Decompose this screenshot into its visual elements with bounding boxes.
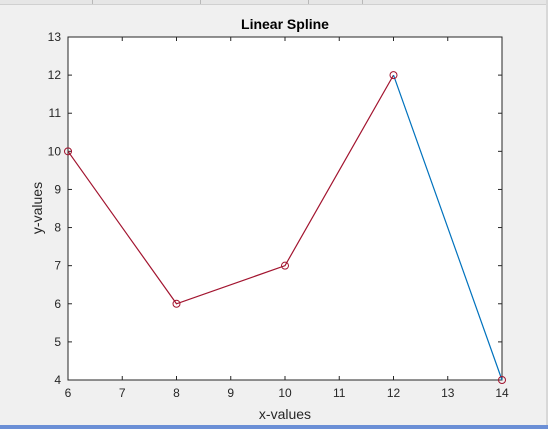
series-line-1 [67, 74, 395, 305]
y-tick-label: 11 [49, 106, 62, 120]
x-tick-label: 7 [119, 386, 126, 400]
y-axis-label: y-values [29, 182, 45, 234]
y-tick-label: 7 [54, 259, 61, 273]
x-axis-label: x-values [259, 406, 311, 422]
data-point-marker [498, 376, 506, 384]
top-strip-divider [362, 0, 363, 4]
data-point-marker [281, 261, 289, 270]
series-line-2 [392, 74, 503, 381]
series-layer [64, 71, 506, 384]
data-point-marker [172, 299, 181, 308]
y-tick-label: 10 [48, 144, 62, 158]
y-tick-label: 6 [54, 297, 61, 311]
plot-area [67, 36, 503, 381]
y-tick-label: 8 [54, 221, 61, 235]
x-tick-label: 14 [495, 386, 509, 400]
x-tick-label: 12 [387, 386, 401, 400]
x-tick-label: 6 [65, 386, 72, 400]
x-tick-label: 11 [333, 386, 346, 400]
y-axis-ticks: 4 5 6 7 8 9 10 11 12 13 [48, 30, 502, 387]
y-tick-label: 5 [54, 335, 61, 349]
y-tick-label: 13 [48, 30, 62, 44]
y-tick-label: 9 [54, 182, 61, 196]
x-tick-label: 13 [441, 386, 455, 400]
window-bottom-bar [0, 425, 548, 429]
top-strip-divider [308, 0, 309, 4]
x-tick-label: 9 [227, 386, 234, 400]
x-tick-label: 10 [278, 386, 292, 400]
chart-title: Linear Spline [241, 16, 329, 32]
x-tick-label: 8 [173, 386, 180, 400]
window-right-edge [546, 0, 548, 425]
top-strip-divider [92, 0, 93, 4]
y-tick-label: 4 [54, 373, 61, 387]
window-top-strip [0, 0, 548, 5]
y-tick-label: 12 [48, 68, 62, 82]
top-strip-divider [200, 0, 201, 4]
data-point-marker [389, 71, 398, 80]
data-point-marker [64, 147, 72, 156]
x-axis-ticks: 6 7 8 9 10 11 12 13 14 [65, 37, 509, 400]
